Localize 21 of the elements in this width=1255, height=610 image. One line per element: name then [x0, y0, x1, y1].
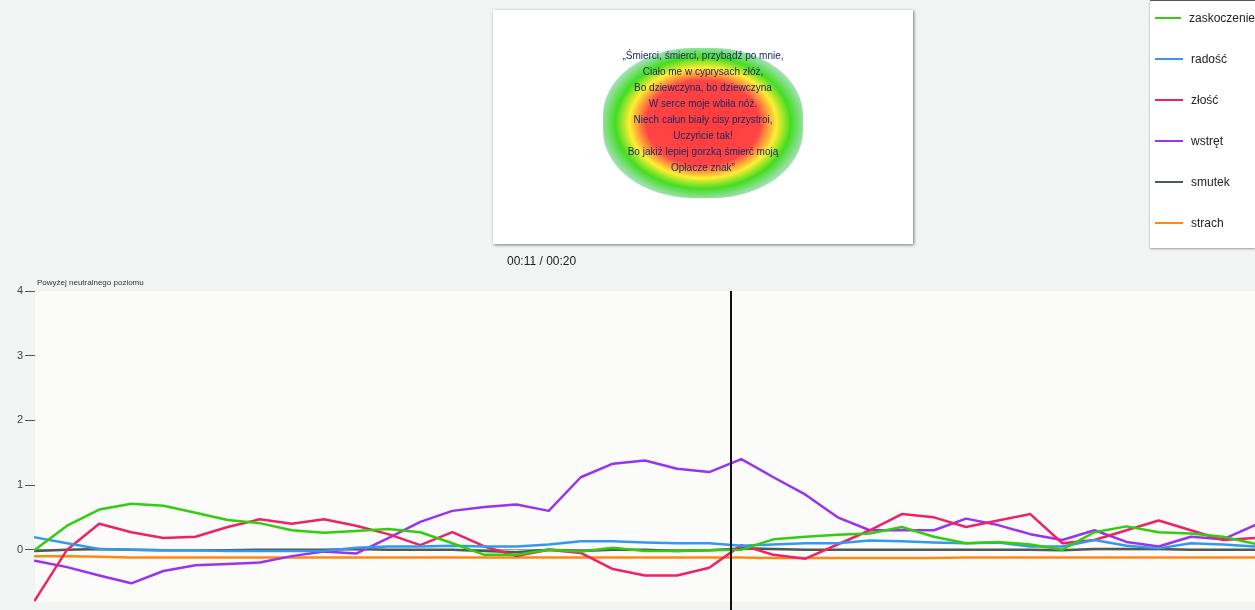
y-tick-label: 4 [16, 284, 23, 297]
text: Niech całun biały cisy przystroi, [632, 113, 774, 127]
legend-label: wstręt [1191, 133, 1224, 148]
text: Bo jakiż lepiej gorzką śmierć moją [626, 145, 780, 159]
legend-label: smutek [1191, 174, 1230, 189]
text: Opłacze znak” [670, 161, 736, 175]
text: Bo dziewczyna, bo dziewczyna [633, 81, 773, 95]
y-tick-label: 2 [16, 413, 23, 426]
legend-label: zaskoczenie [1188, 10, 1255, 25]
y-tick-label: 3 [16, 348, 23, 361]
legend-label: złość [1191, 92, 1219, 107]
y-tick-label: 0 [16, 542, 23, 555]
text: „Śmierci, śmierci, przybądź po mnie, [621, 48, 785, 63]
text: Ciało me w cyprysach złóż, [641, 65, 765, 79]
text: Uczyńcie tak! [672, 129, 734, 143]
text: 00:11 / 00:20 [507, 254, 577, 268]
legend-label: strach [1191, 215, 1224, 230]
text: W serce moje wbiła nóż. [647, 97, 759, 111]
y-tick-label: 1 [16, 478, 23, 491]
legend-label: radość [1191, 51, 1228, 66]
y-axis-title: Powyżej neutralnego poziomu [37, 278, 144, 287]
